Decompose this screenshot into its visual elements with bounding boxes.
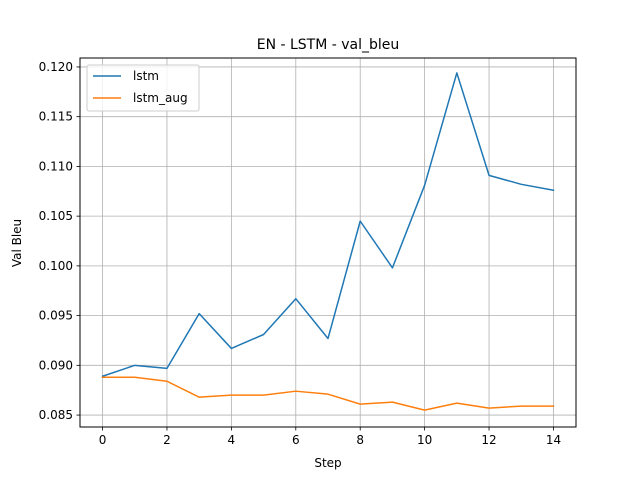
y-axis-label: Val Bleu <box>10 219 24 267</box>
y-tick-label: 0.105 <box>39 209 73 223</box>
x-tick-label: 12 <box>481 433 496 447</box>
y-tick-label: 0.085 <box>39 408 73 422</box>
grid-lines <box>80 58 576 427</box>
x-tick-label: 2 <box>163 433 171 447</box>
y-tick-label: 0.115 <box>39 110 73 124</box>
y-axis-ticks: 0.085 0.090 0.095 0.100 0.105 0.110 0.115 0.120 <box>39 60 80 422</box>
series-lines <box>101 72 555 411</box>
y-tick-label: 0.120 <box>39 60 73 74</box>
x-axis-ticks: 0 2 4 6 8 10 12 14 <box>99 427 561 447</box>
y-tick-label: 0.095 <box>39 309 73 323</box>
y-tick-label: 0.090 <box>39 358 73 372</box>
x-tick-label: 4 <box>228 433 236 447</box>
x-tick-label: 10 <box>417 433 432 447</box>
legend: lstm lstm_aug <box>86 64 200 112</box>
y-tick-label: 0.110 <box>39 159 73 173</box>
x-axis-label: Step <box>314 456 341 470</box>
series-line-lstm <box>101 72 555 378</box>
y-tick-label: 0.100 <box>39 259 73 273</box>
series-line-lstm-aug <box>101 376 555 411</box>
chart-title: EN - LSTM - val_bleu <box>257 37 400 53</box>
plot-frame <box>79 57 577 428</box>
x-tick-label: 0 <box>99 433 107 447</box>
x-tick-label: 8 <box>356 433 364 447</box>
x-tick-label: 6 <box>292 433 300 447</box>
legend-label-lstm: lstm <box>133 69 159 83</box>
legend-label-lstm-aug: lstm_aug <box>133 91 188 105</box>
x-tick-label: 14 <box>546 433 561 447</box>
